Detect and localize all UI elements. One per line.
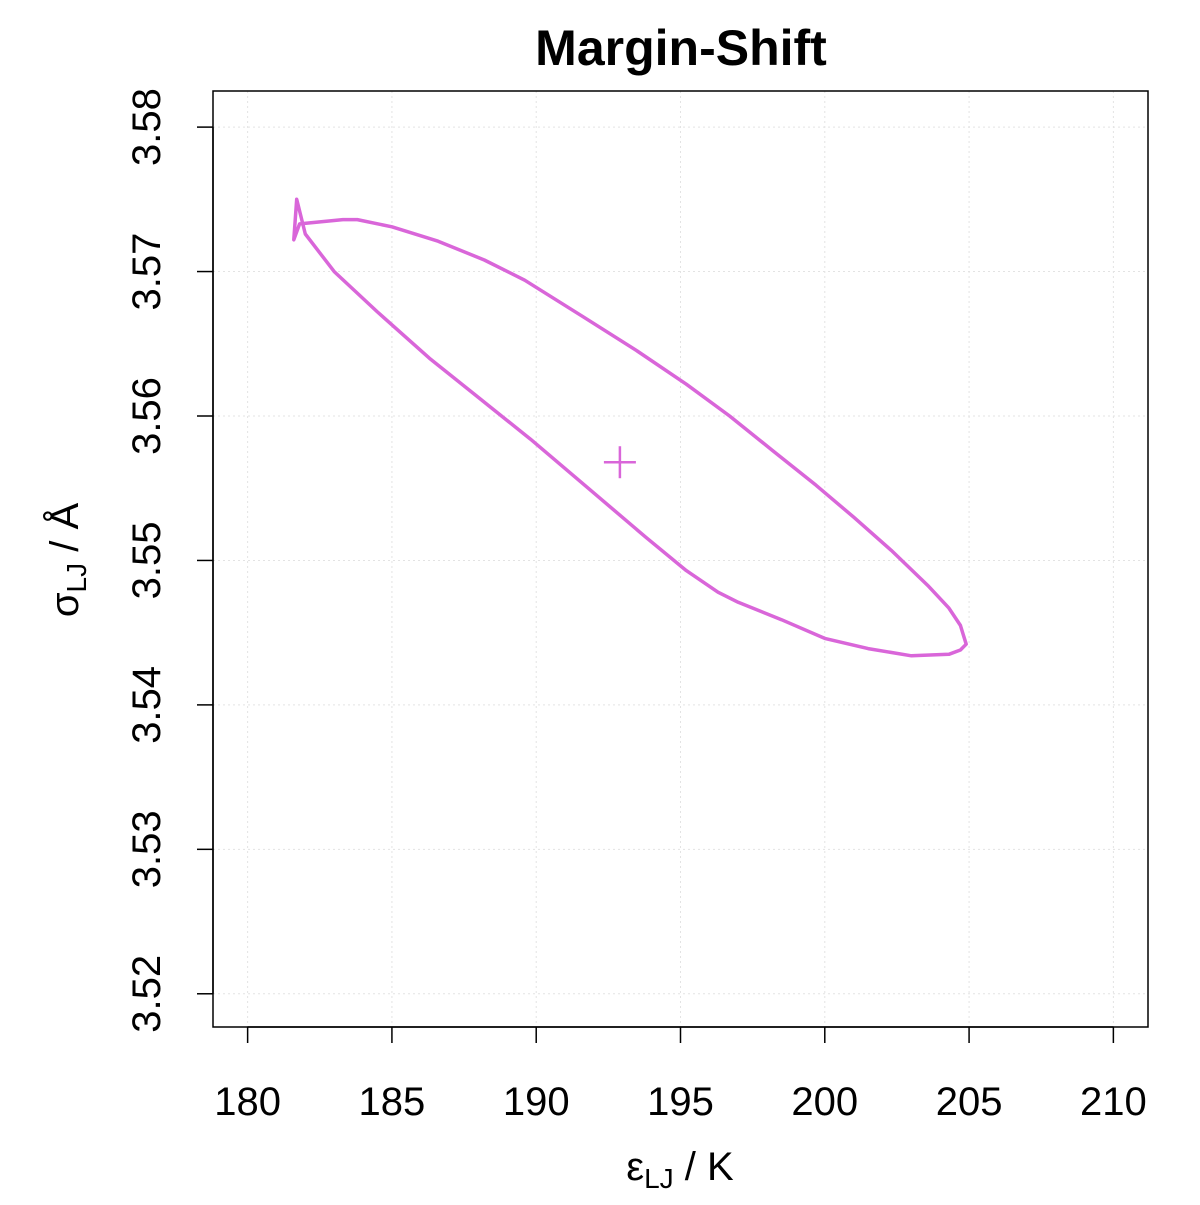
x-axis-label-symbol: ε <box>626 1145 644 1189</box>
x-axis-label-subscript: LJ <box>644 1163 674 1194</box>
x-tick-label: 205 <box>936 1080 1003 1124</box>
y-tick-label: 3.56 <box>125 377 169 455</box>
center-point-marker <box>603 446 636 479</box>
y-tick-label: 3.53 <box>125 810 169 888</box>
y-axis-label: σLJ / Å <box>42 503 92 618</box>
y-axis-label-subscript: LJ <box>61 563 92 593</box>
x-axis-label-unit: / K <box>674 1145 734 1189</box>
y-tick-label: 3.54 <box>125 666 169 744</box>
x-tick-label: 190 <box>503 1080 570 1124</box>
y-axis-label-symbol: σ <box>43 592 87 617</box>
y-tick-label: 3.52 <box>125 955 169 1033</box>
x-tick-label: 185 <box>359 1080 426 1124</box>
x-axis-label: εLJ / K <box>626 1145 734 1194</box>
y-tick-label: 3.57 <box>125 233 169 311</box>
x-tick-label: 195 <box>647 1080 714 1124</box>
x-tick-label: 180 <box>214 1080 281 1124</box>
y-tick-label: 3.55 <box>125 522 169 600</box>
confidence-contour <box>292 197 968 658</box>
y-axis-label-unit: / Å <box>42 503 87 563</box>
x-tick-label: 200 <box>791 1080 858 1124</box>
grid-lines <box>213 91 1148 1027</box>
y-tick-label: 3.58 <box>125 88 169 166</box>
chart-title: Margin-Shift <box>535 20 827 76</box>
x-tick-label: 210 <box>1080 1080 1147 1124</box>
series-layer <box>292 197 968 658</box>
x-axis: 180 185 190 195 200 205 210 <box>214 1026 1147 1124</box>
y-axis: 3.52 3.53 3.54 3.55 3.56 3.57 3.58 <box>125 88 214 1033</box>
